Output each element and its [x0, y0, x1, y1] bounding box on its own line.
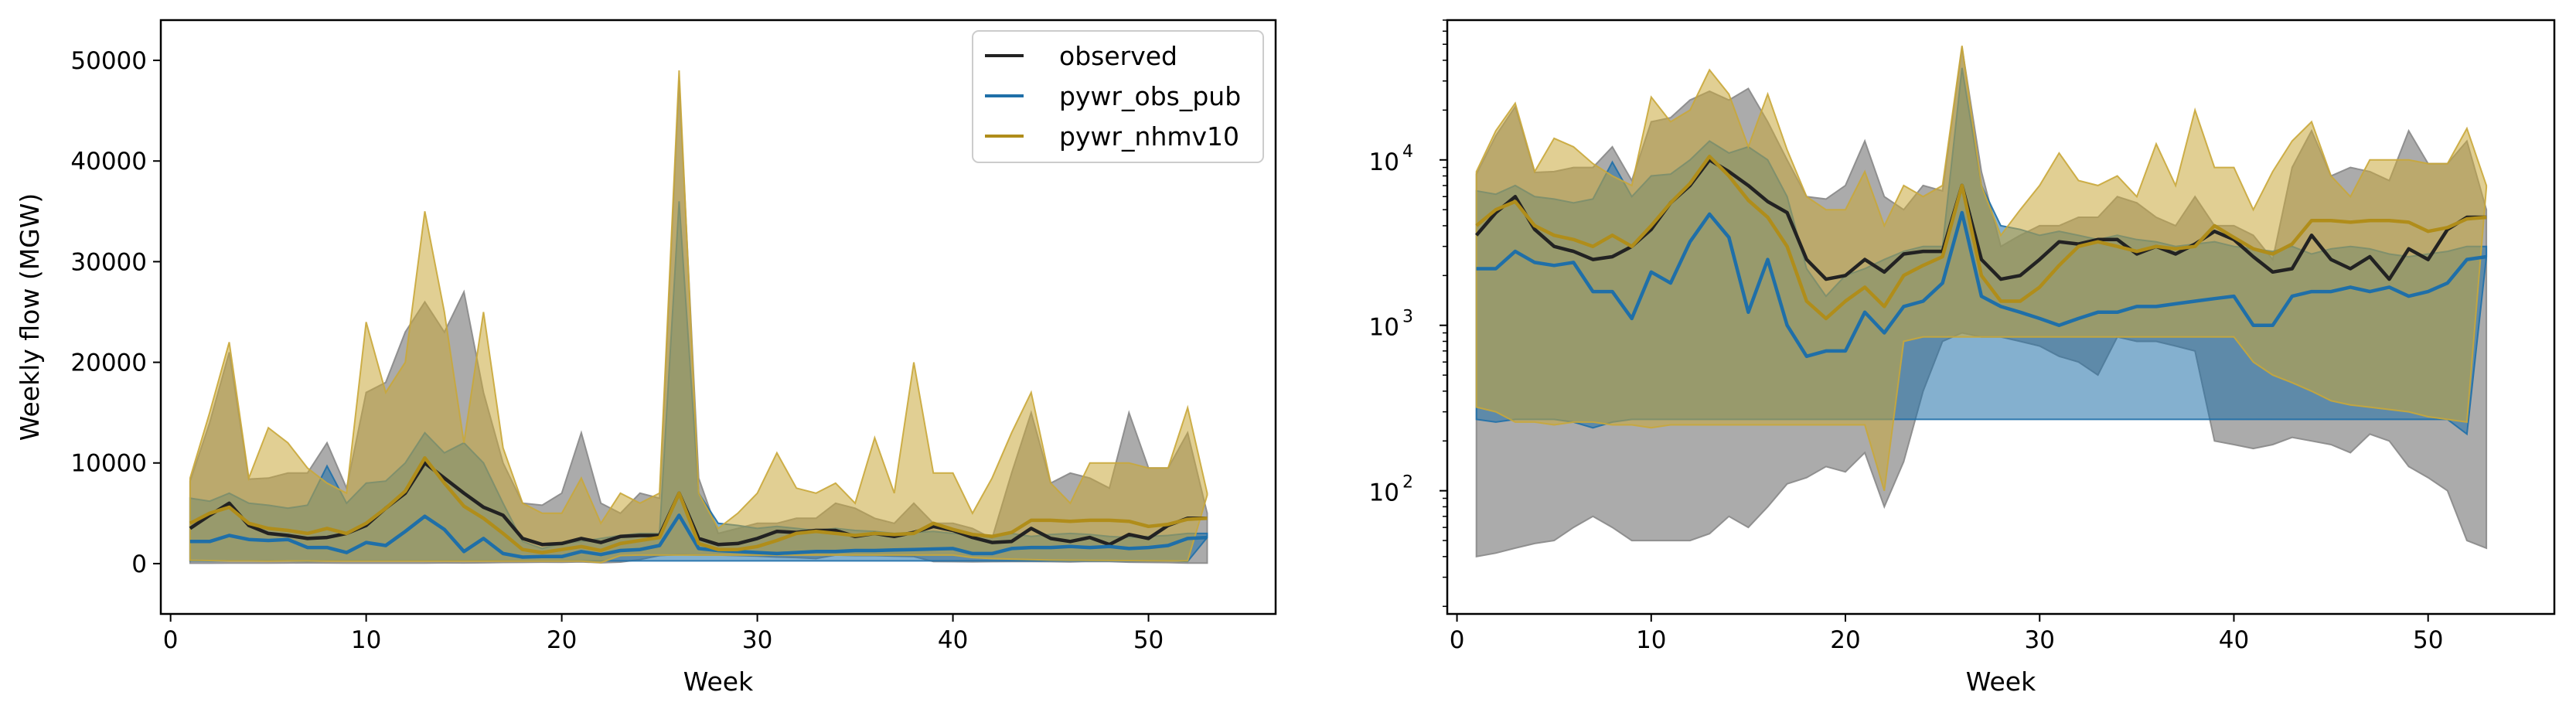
log-x-axis-label: Week [1966, 667, 2036, 697]
log-x-tick-label: 30 [2025, 626, 2055, 654]
legend-label-pywr-nhmv10: pywr_nhmv10 [1059, 121, 1239, 152]
linear-y-tick-label: 10000 [70, 450, 147, 478]
log-series-lines [1474, 155, 2487, 359]
linear-x-tick-label: 50 [1133, 626, 1164, 654]
linear-x-tick-label: 20 [547, 626, 577, 654]
linear-x-axis-label: Week [683, 667, 754, 697]
log-x-tick-label: 40 [2219, 626, 2249, 654]
log-y-tick-label-exponent: 2 [1402, 473, 1413, 493]
log-x-ticks: 0 10 20 30 40 50 [1450, 614, 2443, 654]
log-y-tick-label-base: 10 [1369, 148, 1399, 176]
linear-panel: 0 10 20 30 40 50 0 10000 20000 30000 40000 50000 W… [15, 19, 1277, 697]
linear-line-pywr-nhmv10 [189, 455, 1208, 554]
log-x-tick-label: 0 [1450, 626, 1465, 654]
log-line-pywr-obs-pub [1476, 210, 2487, 359]
linear-y-tick-label: 40000 [70, 148, 147, 176]
linear-y-tick-label: 0 [131, 551, 147, 578]
linear-band-pywr-nhmv10 [189, 70, 1208, 564]
linear-x-ticks: 0 10 20 30 40 50 [163, 614, 1164, 654]
linear-series-lines [189, 455, 1208, 559]
linear-y-axis-label: Weekly flow (MGW) [15, 193, 45, 441]
log-x-tick-label: 10 [1636, 626, 1666, 654]
linear-x-tick-label: 30 [742, 626, 772, 654]
log-x-tick-label: 20 [1830, 626, 1860, 654]
legend-label-observed: observed [1059, 41, 1177, 71]
linear-y-ticks: 0 10000 20000 30000 40000 50000 [70, 47, 161, 578]
linear-axes-frame [159, 19, 1277, 615]
log-line-pywr-nhmv10 [1475, 155, 2487, 321]
linear-x-tick-label: 0 [163, 626, 179, 654]
linear-x-tick-label: 10 [351, 626, 381, 654]
log-axes-frame [1446, 19, 2556, 615]
log-y-tick-label-exponent: 3 [1402, 308, 1413, 327]
legend-label-pywr-obs-pub: pywr_obs_pub [1059, 81, 1241, 111]
log-y-tick-label-exponent: 4 [1402, 142, 1413, 162]
log-y-tick-label-base: 10 [1369, 314, 1399, 342]
linear-x-tick-label: 40 [938, 626, 968, 654]
linear-y-tick-label: 50000 [70, 47, 147, 75]
linear-y-tick-label: 20000 [70, 349, 147, 377]
linear-y-tick-label: 30000 [70, 248, 147, 276]
log-x-tick-label: 50 [2413, 626, 2443, 654]
log-y-tick-label-base: 10 [1369, 479, 1399, 507]
legend-frame [972, 30, 1264, 163]
linear-line-pywr-obs-pub [189, 513, 1208, 559]
legend: observed pywr_obs_pub pywr_nhmv10 [972, 30, 1264, 163]
